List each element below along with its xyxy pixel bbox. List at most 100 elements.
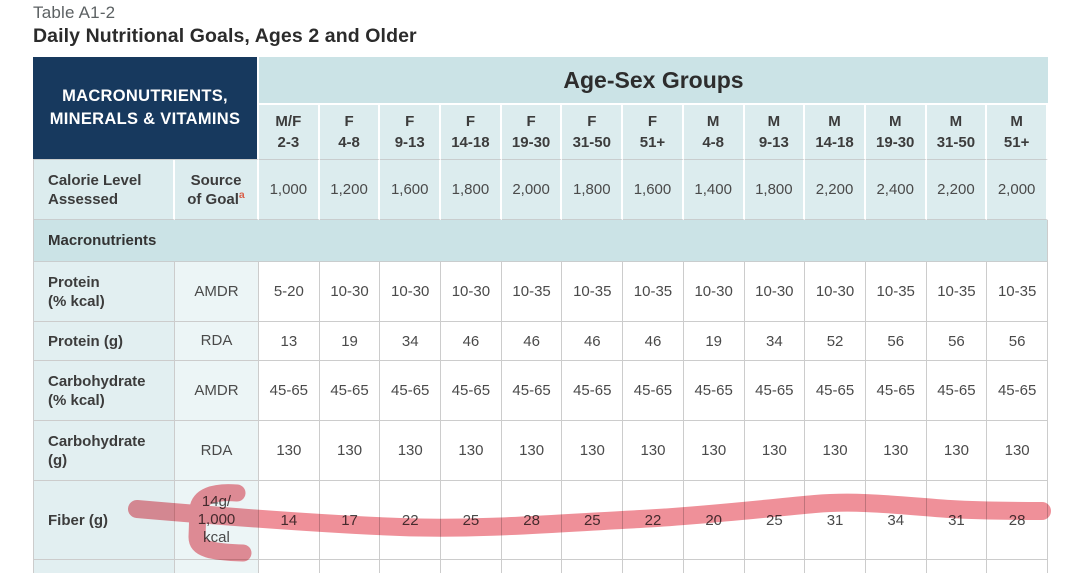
value-cell: 25 bbox=[744, 481, 806, 560]
value-cell: 2,000 bbox=[987, 160, 1048, 220]
source-cell: AMDR bbox=[175, 361, 259, 421]
column-header: F 9-13 bbox=[380, 105, 442, 160]
value-cell: 130 bbox=[865, 421, 927, 481]
value-cell: 2,200 bbox=[926, 160, 988, 220]
value-cell: 19 bbox=[683, 322, 745, 361]
column-sex: F bbox=[647, 113, 658, 130]
value-cell: 10-30 bbox=[441, 262, 502, 322]
value-cell: 22 bbox=[623, 481, 684, 560]
column-header: M 4-8 bbox=[683, 105, 745, 160]
value-cell: 45-65 bbox=[623, 361, 684, 421]
nutrition-goals-table: MACRONUTRIENTS, MINERALS & VITAMINS Age-… bbox=[33, 57, 1048, 573]
value-cell: 130 bbox=[805, 421, 866, 481]
value-cell: 45-65 bbox=[683, 361, 745, 421]
table-title: Daily Nutritional Goals, Ages 2 and Olde… bbox=[33, 25, 417, 47]
value-cell: 28 bbox=[501, 481, 563, 560]
value-cell: 10-30 bbox=[319, 262, 381, 322]
column-header: M 9-13 bbox=[744, 105, 806, 160]
column-sex: M bbox=[767, 113, 781, 130]
value-cell: 25 bbox=[441, 481, 502, 560]
value-cell: 130 bbox=[623, 421, 684, 481]
value-cell: 45-65 bbox=[259, 361, 320, 421]
column-sex: M bbox=[888, 113, 902, 130]
column-sex: F bbox=[405, 113, 415, 130]
value-cell: 25 bbox=[562, 481, 624, 560]
value-cell: 10-35 bbox=[501, 262, 563, 322]
table-row: Carbohydrate (g) RDA 130 130 130 130 130 … bbox=[33, 421, 1048, 481]
row-label: Carbohydrate (g) bbox=[33, 421, 175, 481]
value-cell: 10-30 bbox=[380, 262, 442, 322]
value-cell: 1,600 bbox=[623, 160, 684, 220]
source-of-goal-header: Source of Goala bbox=[175, 160, 259, 220]
row-label: Carbohydrate (% kcal) bbox=[33, 361, 175, 421]
column-sex: M bbox=[706, 113, 720, 130]
value-cell: 45-65 bbox=[987, 361, 1048, 421]
table-row: Protein (% kcal) AMDR 5-20 10-30 10-30 10… bbox=[33, 262, 1048, 322]
source-cell bbox=[175, 560, 259, 573]
value-cell: 10-35 bbox=[623, 262, 684, 322]
column-header: F 14-18 bbox=[441, 105, 502, 160]
column-header: M/F 2-3 bbox=[259, 105, 320, 160]
column-header-row: M/F 2-3 F 4-8 F 9-13 F 14-18 F 19-30 F 31-50 F… bbox=[33, 105, 1048, 160]
value-cell: 130 bbox=[501, 421, 563, 481]
column-header: F 31-50 bbox=[562, 105, 624, 160]
column-header: F 4-8 bbox=[319, 105, 381, 160]
column-header: M 14-18 bbox=[805, 105, 866, 160]
value-cell: 56 bbox=[865, 322, 927, 361]
row-label: Protein (% kcal) bbox=[33, 262, 175, 322]
column-age: 9-13 bbox=[394, 134, 425, 151]
column-sex: F bbox=[587, 113, 597, 130]
source-cell: AMDR bbox=[175, 262, 259, 322]
value-cell: 46 bbox=[623, 322, 684, 361]
column-age: 51+ bbox=[1003, 134, 1030, 151]
value-cell: 31 bbox=[805, 481, 866, 560]
column-sex: F bbox=[344, 113, 354, 130]
table-row: Protein (g) RDA 13 19 34 46 46 46 46 19 … bbox=[33, 322, 1048, 361]
table-row-partial bbox=[33, 560, 1048, 573]
column-age: 4-8 bbox=[702, 134, 724, 151]
source-cell: RDA bbox=[175, 421, 259, 481]
value-cell: 130 bbox=[683, 421, 745, 481]
value-cell: 1,000 bbox=[259, 160, 320, 220]
value-cell: 1,200 bbox=[319, 160, 381, 220]
value-cell: 45-65 bbox=[441, 361, 502, 421]
column-age: 19-30 bbox=[876, 134, 915, 151]
value-cell: 45-65 bbox=[865, 361, 927, 421]
value-cell: 14 bbox=[259, 481, 320, 560]
value-cell: 5-20 bbox=[259, 262, 320, 322]
value-cell: 2,000 bbox=[501, 160, 563, 220]
column-sex: M bbox=[828, 113, 841, 130]
value-cell: 45-65 bbox=[319, 361, 381, 421]
value-cell: 130 bbox=[441, 421, 502, 481]
column-header: M 19-30 bbox=[865, 105, 927, 160]
table-row-fiber: Fiber (g) 14g/1,000 kcal 14 17 22 25 28 2… bbox=[33, 481, 1048, 560]
column-age: 51+ bbox=[639, 134, 666, 151]
column-age: 14-18 bbox=[815, 134, 854, 151]
section-header-row: Macronutrients bbox=[33, 220, 1048, 262]
value-cell: 46 bbox=[441, 322, 502, 361]
value-cell: 46 bbox=[501, 322, 563, 361]
value-cell: 10-35 bbox=[562, 262, 624, 322]
value-cell: 56 bbox=[987, 322, 1048, 361]
value-cell: 10-35 bbox=[926, 262, 988, 322]
table-row: Carbohydrate (% kcal) AMDR 45-65 45-65 45… bbox=[33, 361, 1048, 421]
column-age: 31-50 bbox=[572, 134, 611, 151]
value-cell: 19 bbox=[319, 322, 381, 361]
value-cell: 52 bbox=[805, 322, 866, 361]
column-age: 19-30 bbox=[511, 134, 551, 151]
value-cell: 1,800 bbox=[744, 160, 806, 220]
corner-header: MACRONUTRIENTS, MINERALS & VITAMINS bbox=[33, 57, 259, 160]
column-header: M 51+ bbox=[987, 105, 1048, 160]
section-header: Macronutrients bbox=[33, 220, 1048, 262]
column-age: 14-18 bbox=[451, 134, 490, 151]
value-cell: 130 bbox=[926, 421, 988, 481]
value-cell: 1,800 bbox=[441, 160, 502, 220]
value-cell: 45-65 bbox=[805, 361, 866, 421]
value-cell: 130 bbox=[259, 421, 320, 481]
value-cell: 10-35 bbox=[865, 262, 927, 322]
column-age: 31-50 bbox=[936, 134, 976, 151]
column-sex: M bbox=[1010, 113, 1023, 130]
column-header: M 31-50 bbox=[926, 105, 988, 160]
value-cell: 17 bbox=[319, 481, 381, 560]
value-cell: 28 bbox=[987, 481, 1048, 560]
